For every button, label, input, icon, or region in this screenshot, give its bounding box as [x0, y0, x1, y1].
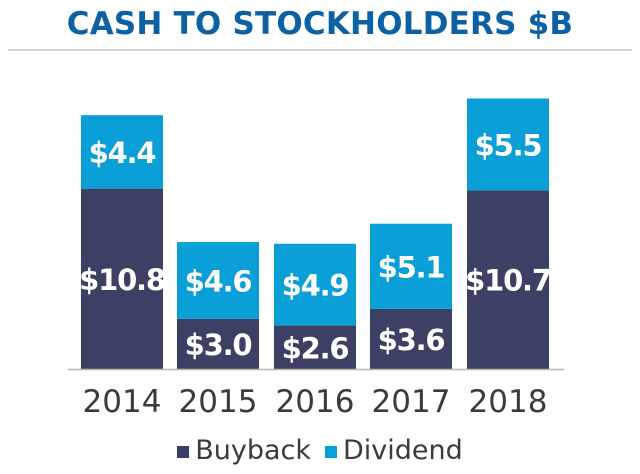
legend-swatch-buyback [177, 446, 190, 458]
legend-item-buyback: Buyback [177, 435, 311, 466]
title-divider [8, 49, 632, 51]
bar-buyback-2018 [467, 190, 549, 369]
legend: Buyback Dividend [0, 430, 640, 470]
x-tick-label-2016: 2016 [276, 384, 355, 420]
data-label-buyback-2018: $10.7 [465, 264, 551, 298]
bar-buyback-2016 [274, 325, 356, 369]
data-label-dividend-2017: $5.1 [378, 250, 445, 284]
data-label-dividend-2014: $4.4 [89, 136, 156, 170]
data-label-buyback-2015: $3.0 [185, 328, 252, 362]
bar-buyback-2017 [370, 308, 452, 369]
data-label-buyback-2016: $2.6 [282, 331, 349, 365]
data-label-buyback-2017: $3.6 [378, 323, 445, 357]
legend-item-dividend: Dividend [325, 435, 463, 466]
x-tick-label-2015: 2015 [179, 384, 258, 420]
x-tick-label-2014: 2014 [83, 384, 162, 420]
bar-dividend-2015 [177, 242, 259, 319]
data-label-buyback-2014: $10.8 [79, 263, 165, 297]
data-label-dividend-2015: $4.6 [185, 264, 252, 298]
bar-buyback-2015 [177, 318, 259, 369]
data-label-dividend-2018: $5.5 [475, 128, 542, 162]
bar-buyback-2014 [81, 188, 163, 369]
x-tick-label-2018: 2018 [469, 384, 548, 420]
bar-dividend-2014 [81, 115, 163, 189]
legend-label-dividend: Dividend [343, 434, 463, 466]
x-tick-label-2017: 2017 [372, 384, 451, 420]
bar-dividend-2017 [370, 223, 452, 309]
legend-label-buyback: Buyback [195, 434, 311, 466]
data-label-dividend-2016: $4.9 [282, 269, 349, 303]
bar-dividend-2016 [274, 243, 356, 326]
legend-swatch-dividend [325, 446, 337, 458]
bar-dividend-2018 [467, 98, 549, 191]
chart-title: CASH TO STOCKHOLDERS $B [66, 6, 574, 42]
